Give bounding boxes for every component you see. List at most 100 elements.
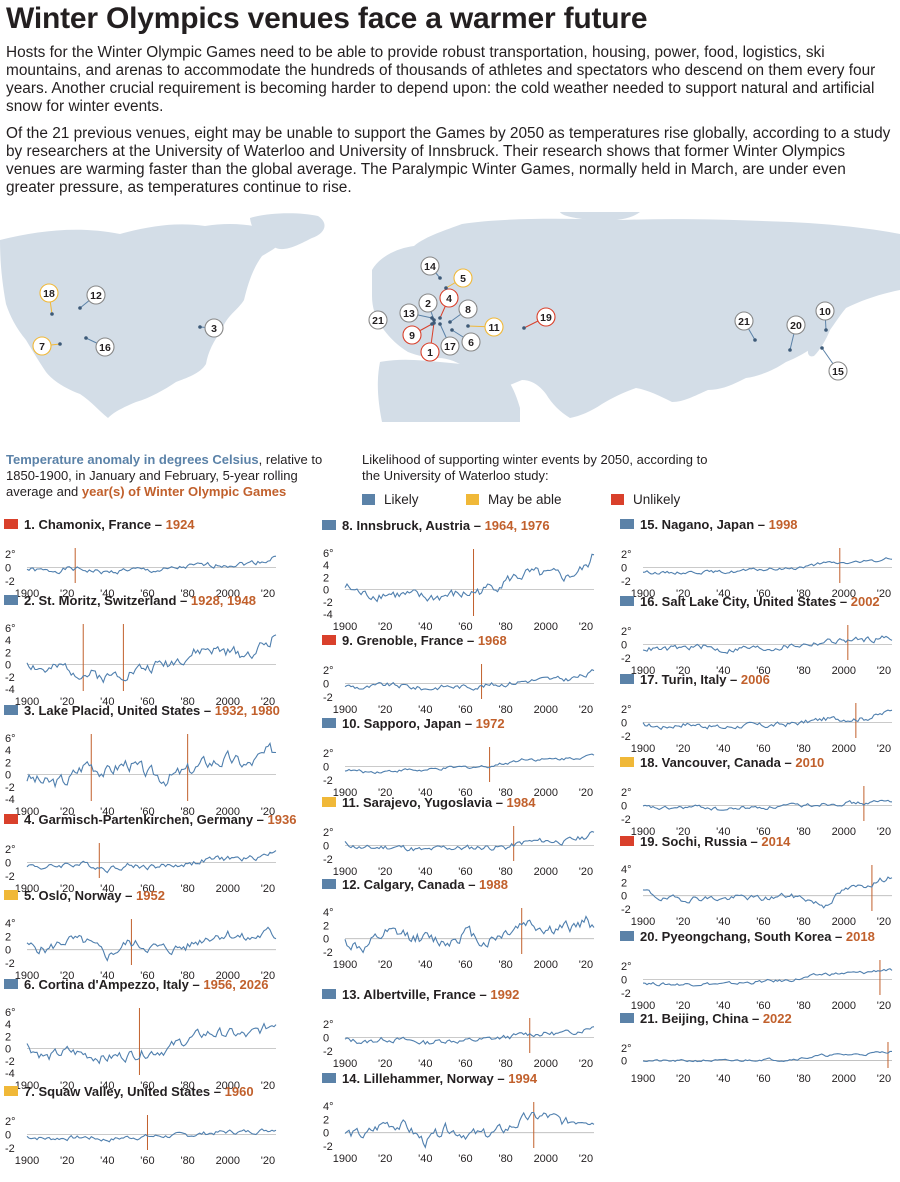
- x-tick-label: 2000: [216, 1080, 240, 1092]
- chart-title-text: 14. Lillehammer, Norway –: [342, 1071, 508, 1086]
- venue-dot: [438, 276, 442, 280]
- x-tick-label: '60: [140, 883, 154, 895]
- y-tick-label: 0: [5, 858, 11, 870]
- y-tick-label: 2°: [621, 787, 632, 799]
- venue-dot: [50, 312, 54, 316]
- chart-title: 7. Squaw Valley, United States – 1960: [24, 1084, 254, 1099]
- x-tick-label: '20: [877, 916, 891, 928]
- chart-games-label: 1998: [769, 517, 798, 532]
- y-tick-label: -4: [5, 1068, 15, 1080]
- venue-dot: [824, 328, 828, 332]
- x-tick-label: '20: [877, 826, 891, 838]
- x-tick-label: 2000: [534, 704, 558, 716]
- marker-circle: [204, 318, 224, 338]
- key-unlikely-swatch: [611, 494, 624, 505]
- y-tick-label: -2: [621, 988, 631, 1000]
- y-tick-label: 0: [621, 563, 627, 575]
- x-tick-label: '20: [60, 1155, 74, 1167]
- marker-circle: [39, 283, 59, 303]
- key-maybe: May be able: [466, 492, 562, 507]
- x-tick-label: '20: [261, 696, 275, 708]
- y-tick-label: -2: [323, 854, 333, 866]
- y-tick-label: 4: [5, 745, 11, 757]
- y-tick-label: 2: [323, 920, 329, 932]
- y-tick-label: 6°: [5, 1007, 16, 1019]
- chart-title-text: 18. Vancouver, Canada –: [640, 755, 795, 770]
- chart-16: 16. Salt Lake City, United States – 2002…: [620, 594, 893, 677]
- x-tick-label: 2000: [832, 826, 856, 838]
- chart-games-label: 1972: [476, 716, 505, 731]
- x-tick-label: '40: [716, 826, 730, 838]
- x-tick-label: '20: [579, 1153, 593, 1165]
- y-tick-label: 2°: [5, 1116, 16, 1128]
- chart-title: 17. Turin, Italy – 2006: [640, 672, 770, 687]
- x-tick-label: '80: [796, 1073, 810, 1085]
- chart-title-text: 3. Lake Placid, United States –: [24, 703, 215, 718]
- map-marker-14: 14: [420, 256, 442, 280]
- map-marker-21: 21: [368, 310, 388, 330]
- chart-title-text: 15. Nagano, Japan –: [640, 517, 769, 532]
- chart-title-text: 2. St. Moritz, Switzerland –: [24, 593, 191, 608]
- y-tick-label: 2: [323, 572, 329, 584]
- x-tick-label: '20: [378, 959, 392, 971]
- marker-label: 19: [540, 312, 552, 324]
- x-tick-label: 2000: [216, 806, 240, 818]
- key-maybe-label: May be able: [488, 492, 562, 507]
- x-tick-label: '20: [378, 1058, 392, 1070]
- chart-title: 16. Salt Lake City, United States – 2002: [640, 594, 880, 609]
- x-tick-label: '80: [180, 970, 194, 982]
- x-tick-label: '80: [180, 696, 194, 708]
- land-masses: [0, 212, 900, 422]
- chart-games-label: 2002: [851, 594, 880, 609]
- x-tick-label: '40: [418, 1153, 432, 1165]
- eurasia-land: [372, 218, 900, 418]
- y-tick-label: 2: [323, 1114, 329, 1126]
- x-tick-label: 1900: [15, 588, 39, 600]
- x-tick-label: 1900: [15, 1155, 39, 1167]
- x-tick-label: '80: [180, 806, 194, 818]
- y-tick-label: -2: [323, 947, 333, 959]
- y-tick-label: 2°: [323, 1019, 334, 1031]
- x-tick-label: '20: [60, 588, 74, 600]
- y-tick-label: 0: [621, 801, 627, 813]
- x-tick-label: '20: [261, 806, 275, 818]
- x-tick-label: '20: [579, 1058, 593, 1070]
- key-likely: Likely: [362, 492, 419, 507]
- marker-circle: [440, 336, 460, 356]
- y-tick-label: 0: [323, 679, 329, 691]
- chart-title: 20. Pyeongchang, South Korea – 2018: [640, 929, 875, 944]
- marker-circle: [734, 311, 754, 331]
- intro-paragraph-1: Hosts for the Winter Olympic Games need …: [6, 44, 876, 115]
- y-tick-label: 2°: [5, 549, 16, 561]
- marker-circle: [536, 307, 556, 327]
- chart-title: 11. Sarajevo, Yugoslavia – 1984: [342, 795, 536, 810]
- chart-games-label: 2022: [763, 1011, 792, 1026]
- y-tick-label: 0: [323, 1128, 329, 1140]
- x-tick-label: '20: [877, 1073, 891, 1085]
- x-tick-label: '40: [716, 665, 730, 677]
- x-tick-label: 2000: [216, 1155, 240, 1167]
- x-tick-label: '80: [498, 866, 512, 878]
- x-tick-label: '40: [100, 588, 114, 600]
- y-tick-label: -2: [5, 871, 15, 883]
- marker-circle: [461, 332, 481, 352]
- anomaly-series-line: [344, 553, 595, 603]
- y-tick-label: 0: [323, 762, 329, 774]
- y-tick-label: 0: [323, 1033, 329, 1045]
- marker-label: 10: [819, 306, 831, 318]
- key-maybe-swatch: [466, 494, 479, 505]
- marker-label: 20: [790, 320, 802, 332]
- chart-status-square: [4, 519, 18, 529]
- marker-circle: [32, 336, 52, 356]
- y-tick-label: 2°: [621, 1043, 632, 1055]
- africa-land: [377, 359, 520, 422]
- marker-label: 4: [446, 293, 452, 305]
- chart-games-label: 1968: [478, 633, 507, 648]
- chart-title: 5. Oslo, Norway – 1952: [24, 888, 165, 903]
- chart-status-square: [620, 674, 634, 684]
- anomaly-series-line: [344, 753, 595, 775]
- map-marker-19: 19: [522, 307, 556, 330]
- map-marker-9: 9: [402, 322, 434, 345]
